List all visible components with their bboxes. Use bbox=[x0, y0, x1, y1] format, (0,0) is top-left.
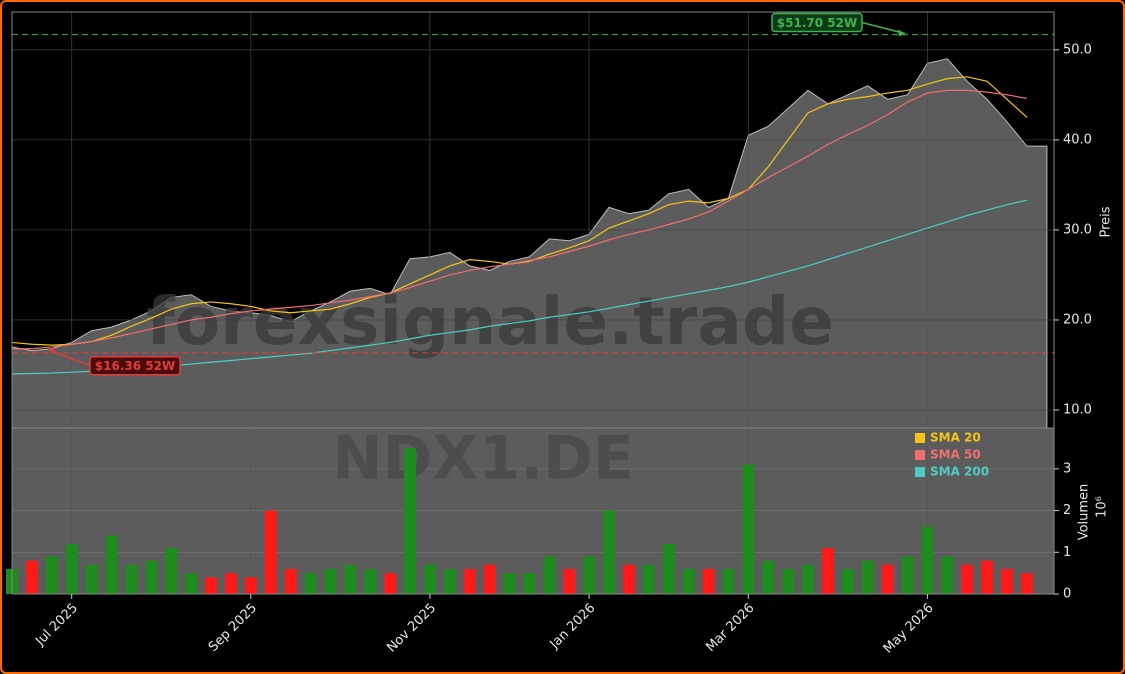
volume-tick-label: 3 bbox=[1063, 461, 1071, 476]
volume-bar bbox=[205, 577, 217, 594]
legend-swatch bbox=[915, 467, 925, 477]
volume-bar bbox=[782, 568, 795, 594]
volume-bar bbox=[662, 543, 675, 594]
volume-tick-label: 1 bbox=[1063, 545, 1071, 560]
volume-panel bbox=[12, 428, 1054, 594]
volume-bar bbox=[125, 564, 138, 594]
volume-bar bbox=[821, 548, 834, 594]
volume-bar bbox=[165, 548, 178, 594]
legend-label: SMA 200 bbox=[930, 465, 989, 479]
volume-tick-label: 0 bbox=[1063, 587, 1071, 602]
volume-bar bbox=[881, 564, 894, 594]
volume-bar bbox=[702, 568, 715, 594]
annotation-arrow bbox=[47, 349, 91, 367]
y-tick-label: 10.0 bbox=[1063, 402, 1092, 417]
volume-bar bbox=[1020, 573, 1033, 594]
volume-bar bbox=[284, 568, 297, 594]
volume-bar bbox=[304, 573, 317, 594]
y-tick-label: 30.0 bbox=[1063, 222, 1092, 237]
legend-swatch bbox=[915, 450, 925, 460]
volume-bar bbox=[603, 510, 615, 594]
volume-bar bbox=[762, 560, 775, 594]
volume-bar bbox=[1001, 568, 1013, 594]
x-tick-label: Jan 2026 bbox=[547, 601, 599, 653]
watermark: forexsignale.trade bbox=[146, 283, 834, 360]
volume-bar bbox=[523, 573, 536, 594]
volume-bar bbox=[244, 577, 257, 594]
x-tick-label: Jul 2025 bbox=[32, 601, 81, 650]
volume-bar bbox=[145, 560, 158, 594]
volume-bar bbox=[802, 564, 814, 594]
y-tick-label: 40.0 bbox=[1063, 132, 1092, 147]
symbol-watermark: NDX1.DE bbox=[332, 424, 634, 494]
volume-bar bbox=[404, 448, 416, 594]
volume-bar bbox=[483, 564, 496, 594]
volume-bar bbox=[941, 556, 954, 594]
annotation-label: $16.36 52W bbox=[95, 359, 175, 373]
volume-axis-label: Volumen bbox=[1077, 484, 1092, 541]
legend-label: SMA 20 bbox=[930, 431, 981, 445]
volume-bar bbox=[742, 464, 755, 594]
y-tick-label: 50.0 bbox=[1063, 42, 1092, 57]
volume-bar bbox=[563, 568, 576, 594]
legend-label: SMA 50 bbox=[930, 448, 981, 462]
volume-bar bbox=[65, 543, 78, 594]
annotation-arrowhead bbox=[898, 29, 905, 37]
legend-swatch bbox=[915, 433, 925, 443]
y-tick-label: 20.0 bbox=[1063, 312, 1092, 327]
volume-bar bbox=[841, 568, 854, 594]
sma-line bbox=[12, 89, 1028, 350]
x-tick-label: May 2026 bbox=[881, 601, 937, 657]
volume-bar bbox=[861, 560, 874, 594]
annotation-arrow bbox=[861, 21, 906, 35]
volume-bar bbox=[364, 568, 377, 594]
volume-bar bbox=[384, 573, 397, 594]
volume-bar bbox=[981, 560, 994, 594]
volume-bar bbox=[85, 564, 98, 594]
volume-bar bbox=[423, 564, 436, 594]
volume-bar bbox=[463, 568, 476, 594]
volume-exponent: 10⁶ bbox=[1095, 496, 1110, 518]
x-tick-label: Mar 2026 bbox=[703, 601, 757, 655]
x-tick-label: Sep 2025 bbox=[206, 601, 260, 655]
volume-bar bbox=[682, 568, 695, 594]
x-tick-label: Nov 2025 bbox=[384, 601, 439, 656]
annotation-box bbox=[89, 355, 181, 376]
volume-bar bbox=[583, 556, 596, 594]
volume-bar bbox=[25, 560, 38, 594]
volume-bar bbox=[503, 573, 516, 594]
volume-bar bbox=[901, 556, 914, 594]
sma-line bbox=[11, 199, 1028, 375]
volume-bar bbox=[543, 556, 556, 594]
volume-bar bbox=[443, 568, 456, 594]
volume-bar bbox=[921, 527, 934, 594]
volume-bar bbox=[185, 573, 198, 594]
volume-bar bbox=[264, 510, 277, 594]
annotation-arrowhead bbox=[48, 347, 55, 354]
volume-bar bbox=[324, 568, 337, 594]
annotation-box bbox=[771, 12, 863, 33]
y-axis-label: Preis bbox=[1099, 206, 1114, 237]
volume-bar bbox=[622, 564, 635, 594]
volume-bar bbox=[45, 556, 58, 594]
volume-bar bbox=[344, 564, 357, 594]
volume-tick-label: 2 bbox=[1063, 503, 1071, 518]
price-area bbox=[11, 58, 1048, 429]
volume-bar bbox=[722, 568, 735, 594]
volume-bar bbox=[961, 564, 974, 594]
volume-bar bbox=[105, 535, 118, 594]
annotation-label: $51.70 52W bbox=[777, 16, 857, 30]
volume-bar bbox=[224, 573, 237, 594]
volume-bar bbox=[642, 564, 655, 594]
